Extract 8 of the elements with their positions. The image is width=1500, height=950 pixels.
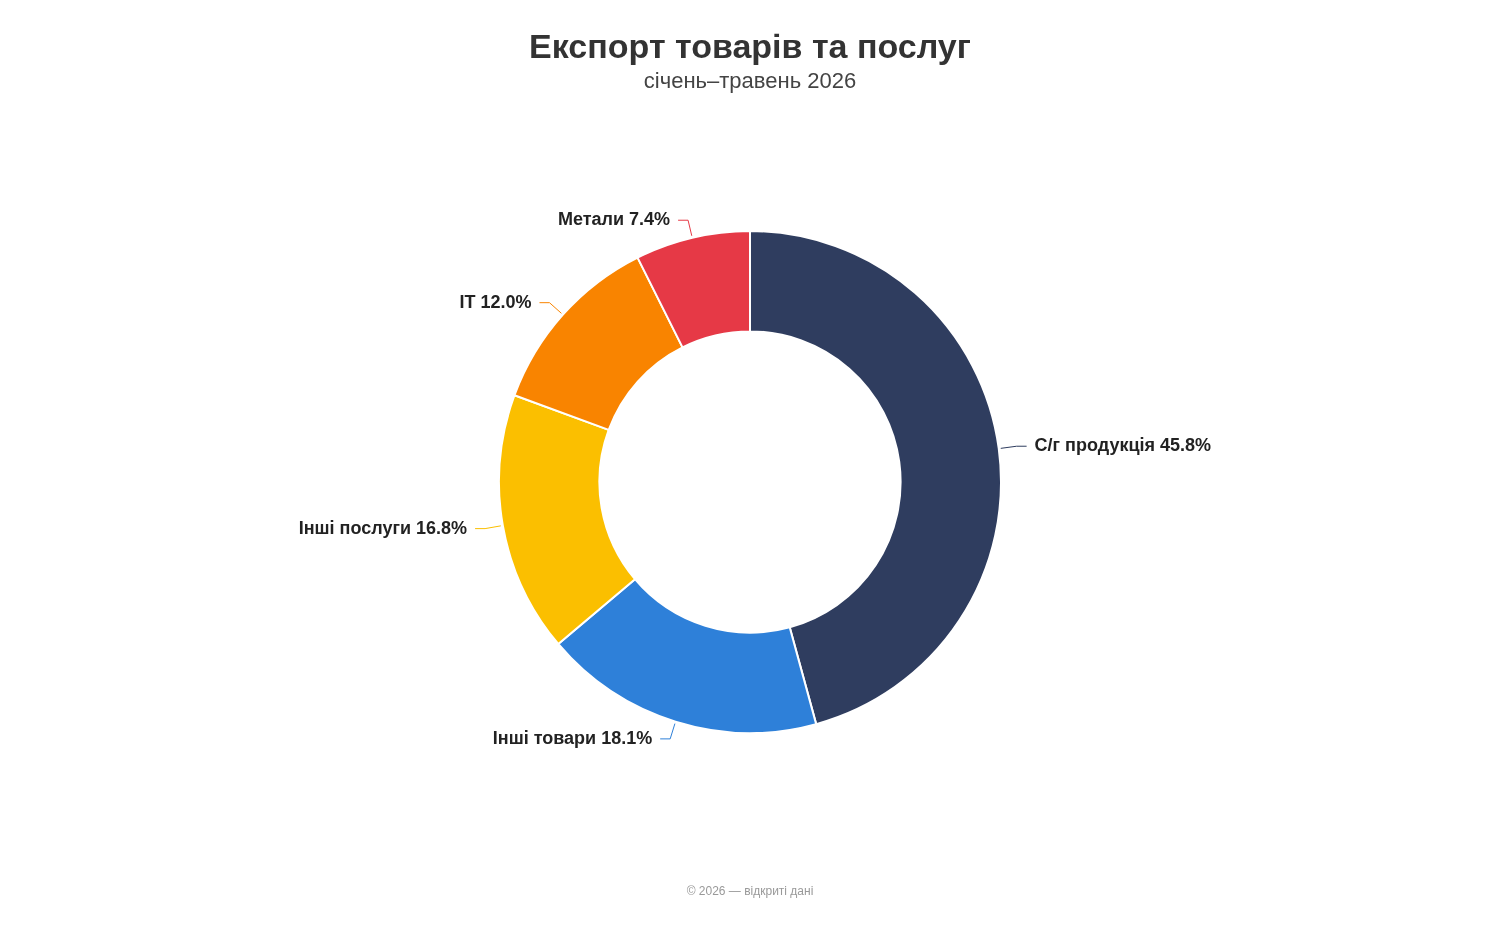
slice-label: IT 12.0% [459,291,532,312]
slice-label: Метали 7.4% [557,209,671,230]
slice-label: Інші товари 18.1% [492,727,653,748]
chart-title: Експорт товарів та послуг [528,26,972,66]
chart-subtitle: січень–травень 2026 [642,67,858,95]
text: © 2026 — відкриті дані [685,884,815,898]
slice-label: Інші послуги 16.8% [298,517,468,538]
slice-label: С/г продукція 45.8% [1034,435,1212,456]
